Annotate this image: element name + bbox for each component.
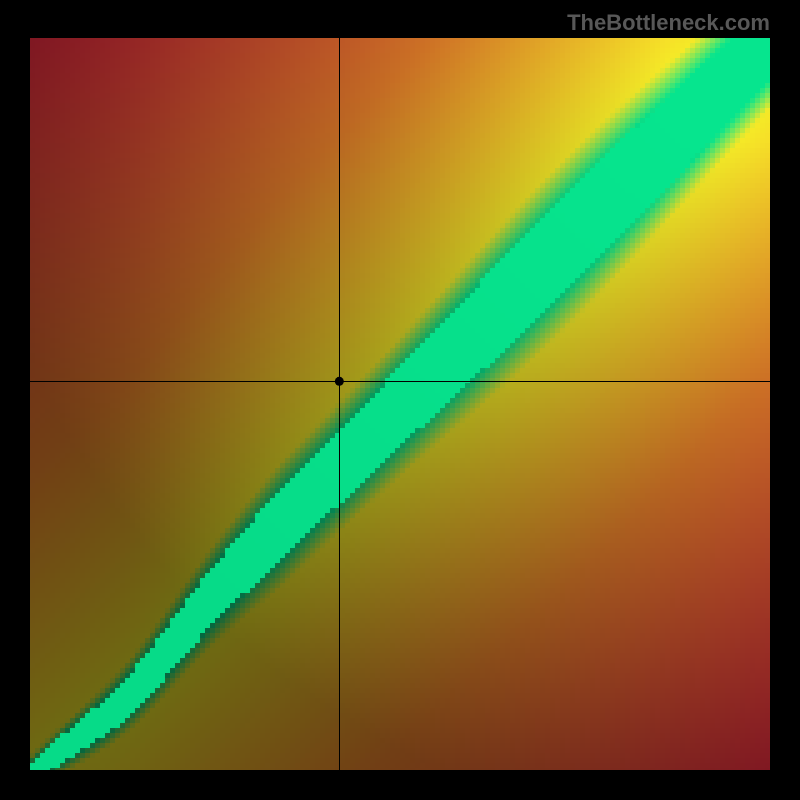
bottleneck-heatmap bbox=[0, 0, 800, 800]
watermark-text: TheBottleneck.com bbox=[567, 10, 770, 36]
chart-container: { "watermark": { "text": "TheBottleneck.… bbox=[0, 0, 800, 800]
